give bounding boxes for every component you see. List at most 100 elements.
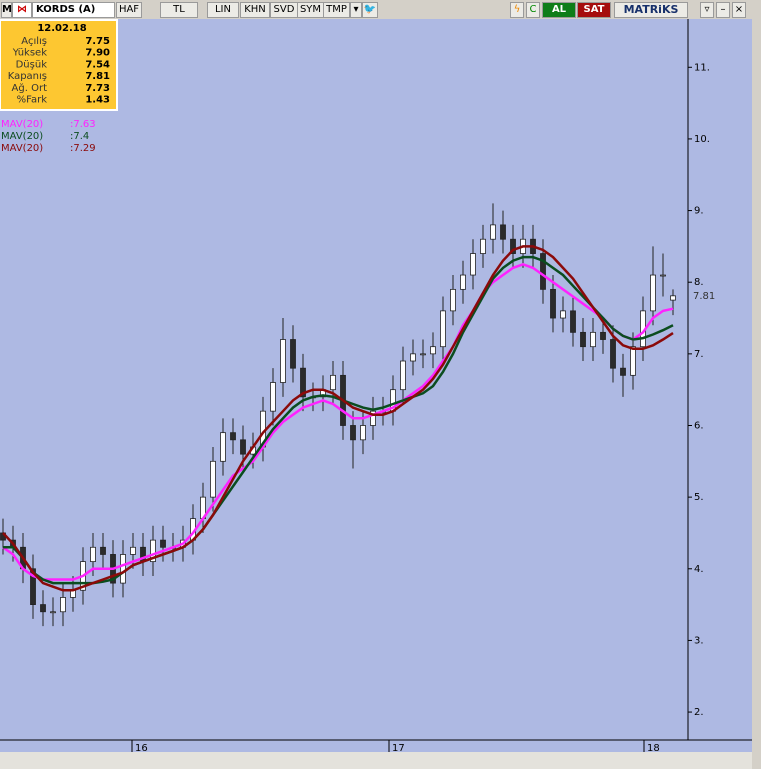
candle-body [480,238,486,254]
y-tick-label: 3. [694,635,704,646]
candle-body [670,295,676,301]
legend-name: MAV(20) [1,119,43,130]
candle-body [560,310,566,319]
candle-body [290,339,296,369]
candle-body [550,288,556,319]
candle-body [450,288,456,312]
symbol-box[interactable]: KORDS (A) [32,2,115,18]
legend-name: MAV(20) [1,143,43,154]
info-box: 12.02.18 Açılış 7.75 Yüksek 7.90 Düşük 7.54 Ka… [0,19,118,111]
menu-icon[interactable]: M [1,2,12,18]
info-value: 7.73 [85,83,110,94]
y-tick-label: 7. [694,349,704,360]
legend-name: MAV(20) [1,131,43,142]
legend-value: :7.29 [70,143,96,154]
toolbar-button[interactable]: LIN [207,2,239,18]
info-background [0,19,118,111]
dropdown[interactable]: ▾ [350,2,362,18]
toolbar-button[interactable]: SYM [297,2,324,18]
candle-body [100,546,106,555]
y-tick-label: 9. [694,206,704,217]
buy-button[interactable]: AL [542,2,576,18]
candle-body [410,353,416,362]
candle-body [120,554,126,584]
plot-background [0,19,752,752]
candle-body [440,310,446,348]
info-label: %Fark [17,95,48,106]
info-value: 1.43 [85,95,110,106]
candle-body [370,410,376,426]
minimize-button[interactable]: – [716,2,730,18]
candle-body [240,439,246,455]
toolbar-button[interactable]: SVD [270,2,298,18]
info-label: Düşük [16,59,48,70]
scrollbar-right[interactable] [752,19,761,769]
info-label: Kapanış [8,71,47,82]
info-label: Açılış [21,36,47,47]
x-tick-label: 16 [135,743,148,754]
candle-body [220,432,226,462]
twitter-icon[interactable]: 🐦 [362,2,378,18]
info-label: Ağ. Ort [12,82,48,94]
legend-value: :7.63 [70,119,96,130]
refresh-icon[interactable]: C [526,2,540,18]
toolbar-button[interactable]: TMP [323,2,350,18]
toolbar-button[interactable]: KHN [240,2,270,18]
candle-body [160,539,166,548]
candle-body [420,353,426,356]
y-tick-label: 6. [694,420,704,431]
legend-value: :7.4 [70,131,89,142]
toolbar-button[interactable]: HAF [116,2,142,18]
candle-body [490,224,496,240]
x-tick-label: 18 [647,743,660,754]
candle-body [60,597,66,613]
close-button[interactable]: × [732,2,746,18]
toolbar-button[interactable]: TL [160,2,198,18]
candle-body [620,367,626,376]
info-value: 7.81 [85,71,110,82]
candle-body [650,274,656,312]
candle-body [130,546,136,555]
info-value: 7.90 [85,48,110,59]
info-value: 7.75 [85,36,110,47]
ma-line [2,262,674,581]
info-date: 12.02.18 [37,23,86,34]
candle-body [360,425,366,441]
candle-body [350,425,356,441]
brand: MATRiKS [614,2,688,18]
candle-body [510,238,516,254]
candle-body [50,611,56,614]
y-tick-label: 11. [694,62,710,73]
candle-body [400,360,406,391]
candle-body [500,224,506,240]
info-value: 7.54 [85,59,110,70]
chart: 2. 3. 4. 5. 6. 7. 8. 9. 10. 11. 16 17 18 7.81 12.02.1… [0,19,761,769]
candle-body [330,374,336,391]
candle-body [90,546,96,563]
y-tick-label: 2. [694,707,704,718]
flash-icon[interactable]: ϟ [510,2,524,18]
candle-body [230,432,236,441]
candle-body [470,253,476,276]
candle-body [40,604,46,613]
sell-button[interactable]: SAT [577,2,611,18]
info-label: Yüksek [12,48,47,59]
candle-body [610,339,616,369]
ma-line [2,245,674,592]
scrollbar-bottom[interactable] [0,752,752,769]
ma-line [3,255,674,585]
toolbar: M ⋈ KORDS (A) HAF TL LIN KHN SVD SYM TMP ▾ 🐦 ϟ… [0,0,761,20]
candle-body [280,339,286,383]
y-tick-label: 8. [694,277,704,288]
candle-body [30,568,36,605]
logo-icon[interactable]: ⋈ [12,2,32,18]
candle-body [150,539,156,563]
candle-body [210,460,216,498]
options-button[interactable]: ▿ [700,2,714,18]
last-price-label: 7.81 [693,291,715,302]
y-tick-label: 10. [694,134,710,145]
candle-body [270,382,276,412]
candle-body [300,367,306,398]
candle-body [660,274,666,277]
